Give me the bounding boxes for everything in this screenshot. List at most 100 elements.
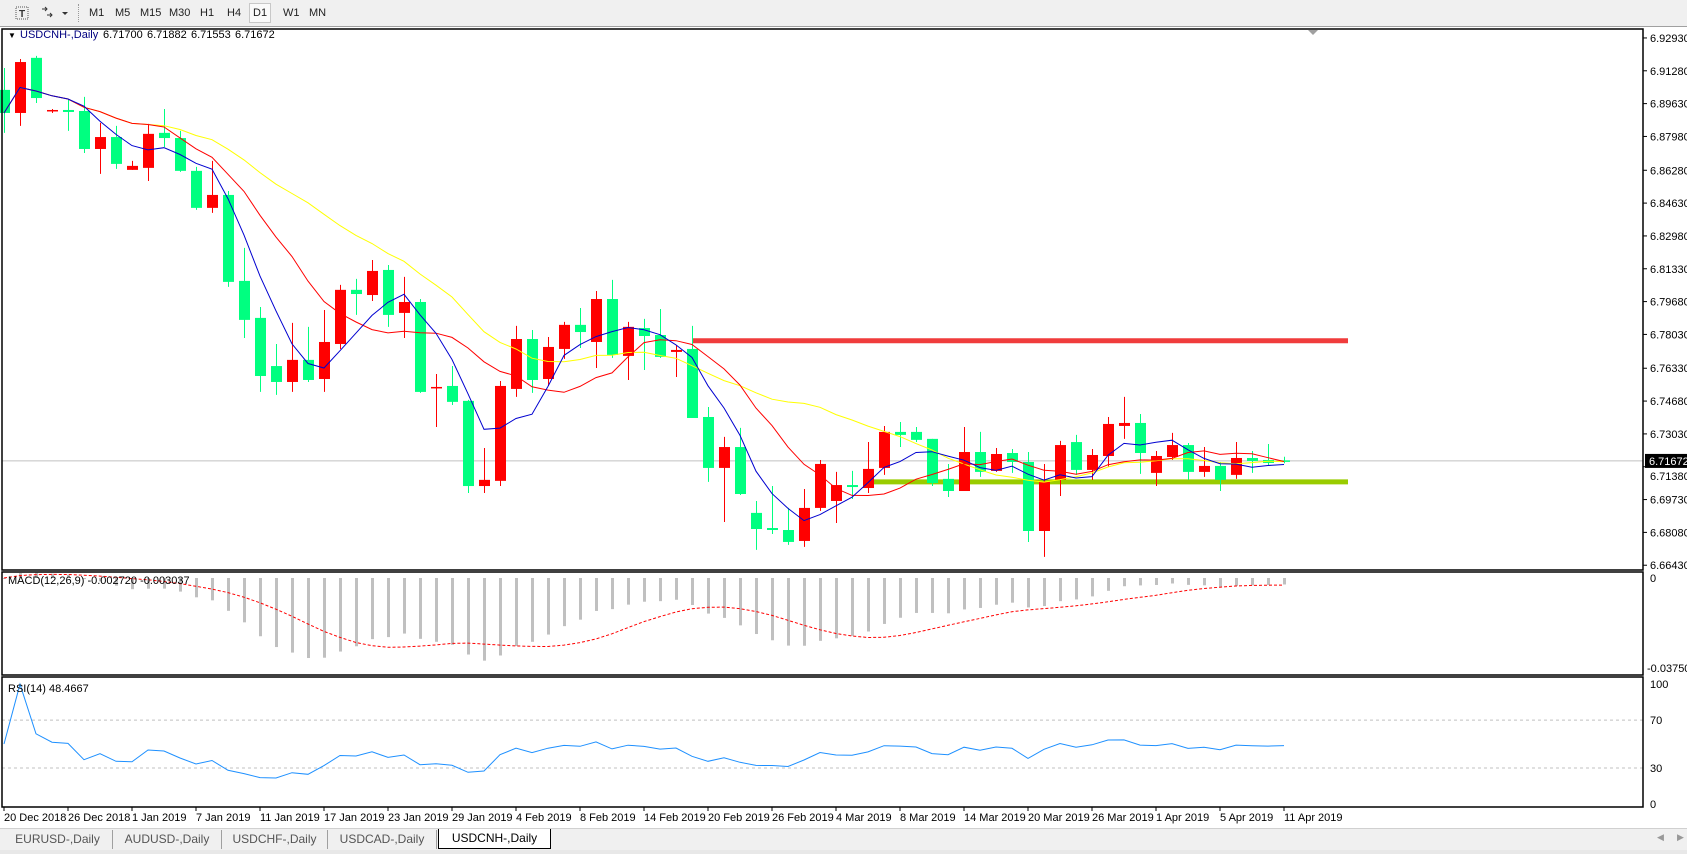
objects-arrow-icon[interactable] bbox=[40, 4, 68, 22]
candle-body bbox=[0, 89, 10, 113]
candle bbox=[319, 309, 330, 392]
candle-body bbox=[143, 133, 154, 168]
candle bbox=[1247, 451, 1258, 473]
candle-body bbox=[1103, 423, 1114, 456]
macd-histogram-bar bbox=[1123, 578, 1126, 587]
candle-body bbox=[1119, 422, 1130, 426]
svg-text:T: T bbox=[19, 9, 25, 20]
timeframe-h1-button[interactable]: H1 bbox=[200, 7, 215, 19]
price-axis-label: 6.91280 bbox=[1650, 66, 1687, 78]
rsi-axis-label: 30 bbox=[1650, 763, 1662, 775]
candle-body bbox=[927, 438, 938, 484]
timeframe-m30-button[interactable]: M30 bbox=[169, 7, 191, 19]
candle-body bbox=[367, 270, 378, 296]
time-axis-label: 20 Mar 2019 bbox=[1028, 812, 1090, 824]
macd-histogram-bar bbox=[707, 578, 710, 614]
time-axis-label: 11 Jan 2019 bbox=[260, 812, 320, 824]
candle-body bbox=[703, 416, 714, 468]
toolbar-separator bbox=[78, 4, 79, 22]
timeframe-mn-button[interactable]: MN bbox=[309, 7, 327, 19]
text-tool-icon[interactable]: T bbox=[14, 4, 30, 22]
macd-histogram-bar bbox=[563, 578, 566, 627]
tab-eurusd[interactable]: EURUSD-,Daily bbox=[3, 830, 113, 849]
candle-body bbox=[111, 137, 122, 164]
candle-body bbox=[623, 326, 634, 356]
macd-histogram-bar bbox=[515, 578, 518, 647]
price-axis-label: 6.92930 bbox=[1650, 33, 1687, 45]
macd-histogram-bar bbox=[771, 578, 774, 641]
macd-histogram-bar bbox=[163, 578, 166, 589]
current-price-box bbox=[1645, 453, 1687, 468]
tab-usdcnh[interactable]: USDCNH-,Daily bbox=[438, 829, 551, 849]
timeframe-m5-button[interactable]: M5 bbox=[115, 7, 131, 19]
scroll-left-icon[interactable]: ◀ bbox=[1657, 832, 1664, 842]
price-axis-label: 6.86280 bbox=[1650, 165, 1687, 177]
timeframe-m15-button[interactable]: M15 bbox=[140, 7, 162, 19]
chart-tabs: EURUSD-,Daily AUDUSD-,Daily USDCHF-,Daily U… bbox=[0, 828, 1687, 851]
tab-audusd[interactable]: AUDUSD-,Daily bbox=[113, 830, 222, 849]
ma-slow-line bbox=[3, 86, 1285, 483]
rsi-axis-label: 70 bbox=[1650, 715, 1662, 727]
time-axis-label: 1 Jan 2019 bbox=[132, 812, 186, 824]
timeframe-m1-button[interactable]: M1 bbox=[89, 7, 105, 19]
rsi-label: RSI(14) 48.4667 bbox=[8, 683, 89, 695]
candle bbox=[703, 407, 714, 482]
candle bbox=[671, 344, 682, 377]
candle bbox=[991, 448, 1002, 472]
candle bbox=[431, 374, 442, 427]
candle bbox=[1039, 463, 1050, 557]
tab-usdchf[interactable]: USDCHF-,Daily bbox=[222, 830, 328, 849]
timeframe-d1-button[interactable]: D1 bbox=[249, 3, 272, 23]
candle-body bbox=[223, 194, 234, 282]
candle bbox=[863, 442, 874, 493]
candle bbox=[799, 489, 810, 547]
price-chart[interactable]: ▼ USDCNH-,Daily 6.71700 6.71882 6.71553 6.716… bbox=[0, 27, 1687, 828]
macd-histogram-bar bbox=[115, 578, 118, 586]
candle bbox=[607, 279, 618, 358]
scroll-right-icon[interactable]: ▶ bbox=[1677, 832, 1684, 842]
candle bbox=[1055, 440, 1066, 496]
candle-body bbox=[303, 359, 314, 380]
macd-histogram-bar bbox=[595, 578, 598, 611]
header-close: 6.71672 bbox=[235, 29, 275, 41]
macd-histogram-bar bbox=[723, 578, 726, 618]
candle-body bbox=[239, 280, 250, 320]
macd-histogram-bar bbox=[195, 578, 198, 598]
candle bbox=[463, 399, 474, 493]
timeframe-w1-button[interactable]: W1 bbox=[283, 7, 300, 19]
ma-mid-line bbox=[3, 86, 1285, 497]
candle bbox=[31, 55, 42, 104]
macd-label: MACD(12,26,9) -0.002720 -0.003037 bbox=[8, 575, 190, 587]
macd-histogram-bar bbox=[1283, 578, 1286, 585]
candle-body bbox=[1167, 445, 1178, 457]
candle bbox=[239, 247, 250, 339]
rsi-line bbox=[3, 682, 1285, 779]
candle bbox=[719, 436, 730, 523]
candle bbox=[1279, 456, 1290, 464]
candle-body bbox=[607, 299, 618, 355]
candle bbox=[623, 321, 634, 380]
macd-histogram-bar bbox=[499, 578, 502, 656]
macd-histogram-bar bbox=[899, 578, 902, 618]
candle bbox=[287, 322, 298, 392]
candle bbox=[1103, 416, 1114, 467]
macd-histogram-bar bbox=[787, 578, 790, 646]
macd-histogram-bar bbox=[803, 578, 806, 646]
candle-body bbox=[287, 359, 298, 382]
tab-usdcad[interactable]: USDCAD-,Daily bbox=[328, 830, 437, 849]
candle-body bbox=[815, 463, 826, 508]
candle bbox=[975, 431, 986, 477]
candle bbox=[303, 326, 314, 382]
macd-histogram-bar bbox=[643, 578, 646, 602]
candle bbox=[223, 190, 234, 287]
time-axis-label: 23 Jan 2019 bbox=[388, 812, 449, 824]
candle-body bbox=[767, 528, 778, 531]
candle bbox=[559, 321, 570, 359]
candle bbox=[1023, 452, 1034, 542]
time-axis-label: 26 Mar 2019 bbox=[1092, 812, 1154, 824]
candle bbox=[335, 284, 346, 349]
candle-body bbox=[1007, 453, 1018, 462]
macd-histogram-bar bbox=[1059, 578, 1062, 602]
timeframe-h4-button[interactable]: H4 bbox=[227, 7, 242, 19]
chart-window[interactable]: ▼ USDCNH-,Daily 6.71700 6.71882 6.71553 6.716… bbox=[0, 27, 1687, 828]
